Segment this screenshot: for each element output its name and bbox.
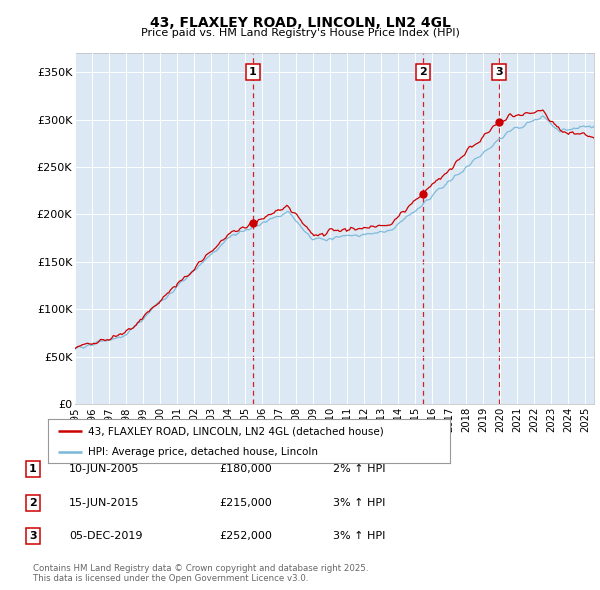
Text: £215,000: £215,000 [219, 498, 272, 507]
Text: 43, FLAXLEY ROAD, LINCOLN, LN2 4GL (detached house): 43, FLAXLEY ROAD, LINCOLN, LN2 4GL (deta… [88, 427, 384, 436]
Text: 15-JUN-2015: 15-JUN-2015 [69, 498, 139, 507]
Text: 05-DEC-2019: 05-DEC-2019 [69, 532, 143, 541]
Text: 43, FLAXLEY ROAD, LINCOLN, LN2 4GL: 43, FLAXLEY ROAD, LINCOLN, LN2 4GL [149, 16, 451, 30]
Text: 2: 2 [419, 67, 427, 77]
Text: £180,000: £180,000 [219, 464, 272, 474]
Text: 2% ↑ HPI: 2% ↑ HPI [333, 464, 386, 474]
Text: Price paid vs. HM Land Registry's House Price Index (HPI): Price paid vs. HM Land Registry's House … [140, 28, 460, 38]
Text: 10-JUN-2005: 10-JUN-2005 [69, 464, 139, 474]
Text: Contains HM Land Registry data © Crown copyright and database right 2025.
This d: Contains HM Land Registry data © Crown c… [33, 563, 368, 583]
Text: 1: 1 [249, 67, 257, 77]
Text: 3: 3 [29, 532, 37, 541]
Text: 3% ↑ HPI: 3% ↑ HPI [333, 532, 385, 541]
Text: £252,000: £252,000 [219, 532, 272, 541]
Text: 3% ↑ HPI: 3% ↑ HPI [333, 498, 385, 507]
Text: 2: 2 [29, 498, 37, 507]
Text: HPI: Average price, detached house, Lincoln: HPI: Average price, detached house, Linc… [88, 447, 318, 457]
Text: 1: 1 [29, 464, 37, 474]
Text: 3: 3 [495, 67, 503, 77]
